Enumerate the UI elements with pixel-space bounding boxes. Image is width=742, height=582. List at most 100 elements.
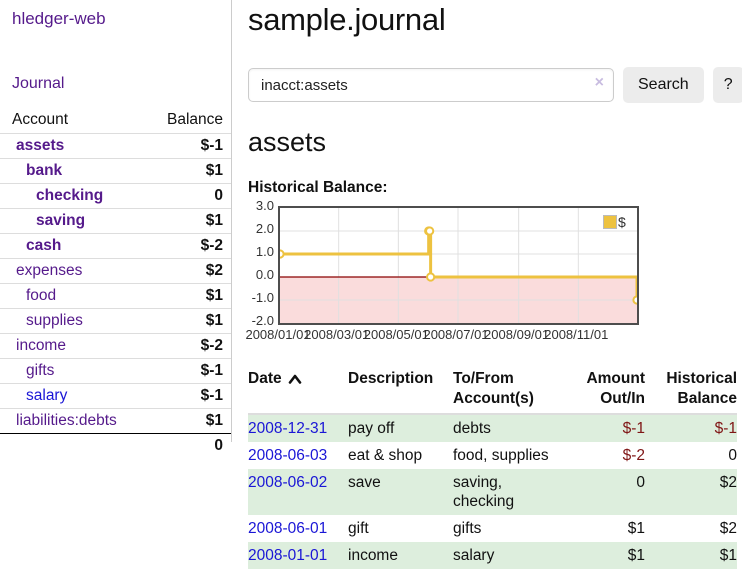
account-row-expenses: expenses $2 bbox=[0, 258, 231, 284]
transaction-amount: $-2 bbox=[622, 447, 645, 464]
transaction-description: income bbox=[348, 547, 398, 564]
accounts-col-account: Account bbox=[0, 108, 144, 134]
table-row: 2008-06-03 eat & shop food, supplies $-2… bbox=[248, 442, 737, 469]
y-axis-tick: 0.0 bbox=[255, 267, 274, 282]
account-link-income[interactable]: income bbox=[16, 337, 66, 354]
sidebar: hledger-web Journal Account Balance asse… bbox=[0, 0, 232, 458]
register-table: Date Description To/From Account(s) Amou… bbox=[248, 367, 737, 569]
main-content: sample.journal × Search ? assets Histori… bbox=[245, 0, 742, 569]
register-header-row: Date Description To/From Account(s) Amou… bbox=[248, 367, 737, 415]
account-link-checking[interactable]: checking bbox=[36, 187, 104, 204]
transaction-amount: $1 bbox=[627, 520, 645, 537]
account-link-cash[interactable]: cash bbox=[26, 237, 62, 254]
transaction-accounts: saving, checking bbox=[453, 474, 515, 510]
transaction-date-link[interactable]: 2008-06-01 bbox=[248, 520, 328, 537]
y-axis-tick: 1.0 bbox=[255, 244, 274, 259]
clear-search-icon[interactable]: × bbox=[594, 74, 604, 91]
account-row-bank: bank $1 bbox=[0, 158, 231, 184]
x-axis-tick: 2008/01/01 bbox=[245, 327, 311, 342]
account-balance: $-1 bbox=[143, 383, 231, 409]
x-axis-tick: 2008/09/01 bbox=[484, 327, 550, 342]
transaction-balance: $2 bbox=[719, 474, 737, 491]
account-balance: $1 bbox=[143, 208, 231, 234]
search-form: × Search ? bbox=[248, 67, 742, 103]
y-axis-tick: -1.0 bbox=[251, 290, 274, 305]
table-row: 2008-06-02 save saving, checking 0 $2 bbox=[248, 469, 737, 515]
col-amount: Amount Out/In bbox=[565, 367, 645, 415]
legend-swatch-icon bbox=[603, 215, 617, 229]
y-axis-tick: 3.0 bbox=[255, 198, 274, 213]
table-row: 2008-12-31 pay off debts $-1 $-1 bbox=[248, 414, 737, 442]
account-balance: $1 bbox=[143, 158, 231, 184]
transaction-description: eat & shop bbox=[348, 447, 423, 464]
x-axis-tick: 2008/07/01 bbox=[423, 327, 489, 342]
transaction-balance: 0 bbox=[728, 447, 737, 464]
account-balance: $1 bbox=[143, 308, 231, 334]
transaction-balance: $2 bbox=[719, 520, 737, 537]
x-axis-tick: 2008/05/01 bbox=[363, 327, 429, 342]
account-row-checking: checking 0 bbox=[0, 183, 231, 209]
legend-label: $ bbox=[618, 214, 626, 230]
account-row-saving: saving $1 bbox=[0, 208, 231, 234]
y-axis-tick: -2.0 bbox=[251, 313, 274, 328]
accounts-total-balance: 0 bbox=[143, 433, 231, 458]
table-row: 2008-01-01 income salary $1 $1 bbox=[248, 542, 737, 569]
account-row-supplies: supplies $1 bbox=[0, 308, 231, 334]
account-heading: assets bbox=[248, 127, 327, 157]
sidebar-item-journal[interactable]: Journal bbox=[12, 75, 65, 92]
transaction-date-link[interactable]: 2008-06-02 bbox=[248, 474, 328, 491]
account-row-salary: salary $-1 bbox=[0, 383, 231, 409]
account-row-assets: assets $-1 bbox=[0, 134, 231, 159]
transaction-date-link[interactable]: 2008-01-01 bbox=[248, 547, 328, 564]
account-row-income: income $-2 bbox=[0, 333, 231, 359]
account-row-gifts: gifts $-1 bbox=[0, 358, 231, 384]
transaction-accounts: salary bbox=[453, 547, 495, 564]
account-link-saving[interactable]: saving bbox=[36, 212, 86, 229]
help-button[interactable]: ? bbox=[712, 67, 742, 103]
account-balance: $1 bbox=[143, 408, 231, 434]
account-balance: 0 bbox=[143, 183, 231, 209]
account-link-food[interactable]: food bbox=[26, 287, 57, 304]
search-button[interactable]: Search bbox=[623, 67, 704, 103]
col-description: Description bbox=[348, 367, 453, 415]
search-input[interactable] bbox=[248, 68, 614, 102]
chart-title: Historical Balance: bbox=[248, 179, 388, 196]
chart-plot-area bbox=[278, 206, 639, 325]
chart-plot-svg bbox=[280, 208, 637, 323]
transaction-balance: $1 bbox=[719, 547, 737, 564]
y-axis-tick: 2.0 bbox=[255, 221, 274, 236]
accounts-total-row: 0 bbox=[0, 433, 231, 458]
account-balance: $-1 bbox=[200, 137, 223, 154]
account-link-salary[interactable]: salary bbox=[26, 387, 68, 404]
transaction-accounts: gifts bbox=[453, 520, 482, 537]
page-title: sample.journal bbox=[248, 2, 446, 37]
account-link-expenses[interactable]: expenses bbox=[16, 262, 83, 279]
col-tofrom: To/From Account(s) bbox=[453, 367, 565, 415]
transaction-accounts: debts bbox=[453, 420, 491, 437]
account-link-supplies[interactable]: supplies bbox=[26, 312, 83, 329]
col-historical: Historical Balance bbox=[645, 367, 737, 415]
col-date[interactable]: Date bbox=[248, 367, 348, 415]
transaction-balance: $-1 bbox=[714, 420, 737, 437]
transaction-amount: 0 bbox=[636, 474, 645, 491]
account-link-bank[interactable]: bank bbox=[26, 162, 63, 179]
account-link-gifts[interactable]: gifts bbox=[26, 362, 55, 379]
account-row-food: food $1 bbox=[0, 283, 231, 309]
accounts-col-balance: Balance bbox=[143, 108, 231, 134]
transaction-date-link[interactable]: 2008-12-31 bbox=[248, 420, 328, 437]
account-row-liabilities-debts: liabilities:debts $1 bbox=[0, 408, 231, 434]
transaction-description: pay off bbox=[348, 420, 395, 437]
table-row: 2008-06-01 gift gifts $1 $2 bbox=[248, 515, 737, 542]
transaction-date-link[interactable]: 2008-06-03 bbox=[248, 447, 328, 464]
chart-legend: $ bbox=[603, 214, 626, 230]
transaction-description: save bbox=[348, 474, 381, 491]
account-link-assets[interactable]: assets bbox=[16, 137, 65, 154]
account-link-liabilities-debts[interactable]: liabilities:debts bbox=[16, 412, 117, 429]
accounts-table: Account Balance assets $-1 bank $1 check… bbox=[0, 108, 231, 458]
app-title-link[interactable]: hledger-web bbox=[12, 9, 106, 28]
x-axis-tick: 2008/11/01 bbox=[544, 327, 609, 342]
account-balance: $-2 bbox=[143, 233, 231, 259]
account-row-cash: cash $-2 bbox=[0, 233, 231, 259]
sort-asc-icon bbox=[288, 371, 302, 388]
transaction-amount: $-1 bbox=[622, 420, 645, 437]
